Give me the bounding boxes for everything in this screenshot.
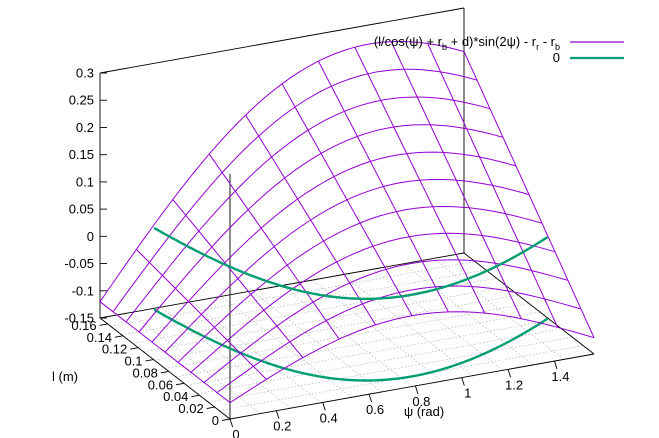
surface-mesh-line-l bbox=[172, 199, 304, 359]
base-grid-line bbox=[130, 312, 261, 414]
x-tick-mark bbox=[229, 418, 234, 428]
y-tick-label: 0.16 bbox=[71, 318, 96, 333]
y-tick-label: 0 bbox=[212, 413, 219, 428]
base-grid-line bbox=[121, 269, 486, 336]
surface-mesh-line-l bbox=[245, 114, 377, 326]
surface-mesh-line-psi bbox=[177, 205, 543, 363]
x-tick-mark bbox=[414, 385, 419, 395]
axes-layer bbox=[99, 7, 595, 420]
x-tick-label: 0.4 bbox=[320, 410, 338, 425]
z-tick-label: 0 bbox=[87, 229, 94, 244]
ticks-layer: 00.20.40.60.811.21.400.020.040.060.080.1… bbox=[64, 66, 569, 438]
y-axis-label: l (m) bbox=[52, 369, 78, 384]
contour-surface-layer bbox=[153, 226, 549, 300]
base-grid-line bbox=[312, 279, 443, 382]
x-tick-label: 1.2 bbox=[505, 377, 523, 392]
surface-mesh-line-l bbox=[427, 43, 559, 328]
base-grid-line bbox=[110, 261, 475, 327]
z-tick-label: -0.15 bbox=[64, 311, 94, 326]
y-tick-mark bbox=[191, 394, 200, 398]
x-tick-label: 0.6 bbox=[366, 402, 384, 417]
surface-mesh-line-l bbox=[317, 60, 449, 313]
y-tick-mark bbox=[206, 406, 215, 409]
contour-base-curve bbox=[153, 308, 549, 382]
z-tick-label: 0.05 bbox=[69, 202, 94, 217]
surface-mesh-line-l bbox=[208, 153, 340, 340]
base-grid-line bbox=[342, 274, 473, 376]
y-tick-label: 0.14 bbox=[87, 330, 112, 345]
surface-mesh-line-l bbox=[99, 301, 231, 404]
surface-mesh-line-l bbox=[390, 41, 522, 319]
legend-subscript: b bbox=[555, 42, 560, 52]
legend-text-part: (l/cos(ψ) + r bbox=[374, 34, 443, 49]
surface-mesh-line-l bbox=[463, 51, 595, 338]
y-tick-label: 0.1 bbox=[124, 354, 142, 369]
x-tick-mark bbox=[553, 360, 558, 370]
contour-surface-curve bbox=[153, 226, 549, 300]
axis-box-edge bbox=[99, 317, 231, 420]
axis-box-edge bbox=[229, 353, 595, 420]
base-grid-line bbox=[186, 320, 551, 386]
surface-mesh-line-psi bbox=[164, 178, 530, 353]
x-tick-label: 1.4 bbox=[551, 369, 569, 384]
y-tick-mark bbox=[130, 347, 139, 350]
surface-mesh-line-psi bbox=[190, 232, 556, 373]
y-tick-label: 0.02 bbox=[178, 401, 203, 416]
base-grid-line bbox=[154, 294, 519, 361]
y-tick-mark bbox=[114, 335, 124, 338]
base-grid-line bbox=[175, 311, 540, 378]
surface-mesh-line-l bbox=[281, 83, 413, 316]
legend-text-part: - r bbox=[539, 34, 556, 49]
x-tick-mark bbox=[275, 410, 280, 419]
x-tick-mark bbox=[368, 394, 373, 403]
z-tick-label: 0.1 bbox=[76, 174, 94, 189]
base-grid-line bbox=[219, 345, 584, 411]
base-grid-line bbox=[433, 258, 564, 360]
axis-box-edge bbox=[463, 252, 595, 355]
x-tick-label: 1 bbox=[464, 386, 471, 401]
y-tick-mark bbox=[160, 371, 169, 374]
z-tick-label: 0.15 bbox=[69, 147, 94, 162]
base-grid-line bbox=[197, 328, 562, 395]
y-tick-mark bbox=[176, 382, 185, 386]
legend: (l/cos(ψ) + rb + d)*sin(2ψ) - rr - rb 0 bbox=[374, 34, 624, 65]
x-axis-label: ψ (rad) bbox=[404, 404, 444, 419]
mesh-layer bbox=[99, 40, 595, 404]
base-grid-line bbox=[208, 336, 573, 403]
y-tick-mark bbox=[99, 323, 108, 326]
x-tick-mark bbox=[507, 369, 512, 378]
legend-entry-surface-label: (l/cos(ψ) + rb + d)*sin(2ψ) - rr - rb bbox=[374, 34, 560, 52]
x-tick-mark bbox=[322, 402, 326, 411]
legend-text-part: + d)*sin(2ψ) - r bbox=[447, 34, 537, 49]
base-grid-line bbox=[281, 285, 413, 387]
legend-entry-contour-label: 0 bbox=[553, 50, 560, 65]
contour-base-layer bbox=[153, 308, 549, 382]
z-tick-label: 0.3 bbox=[76, 66, 94, 81]
x-tick-mark bbox=[461, 377, 465, 386]
surface-mesh-line-l bbox=[136, 249, 267, 380]
z-tick-label: 0.2 bbox=[76, 120, 94, 135]
z-tick-label: -0.05 bbox=[64, 256, 94, 271]
surface-mesh-line-l bbox=[354, 46, 486, 314]
legend-subscript: b bbox=[442, 42, 447, 52]
base-grid-line bbox=[143, 286, 508, 352]
x-tick-label: 0.2 bbox=[273, 419, 291, 434]
x-tick-label: 0 bbox=[232, 427, 239, 438]
axis-box-edge bbox=[99, 7, 465, 74]
y-tick-mark bbox=[145, 359, 154, 362]
z-tick-label: -0.1 bbox=[72, 283, 94, 298]
y-tick-label: 0.06 bbox=[148, 377, 173, 392]
y-tick-label: 0.08 bbox=[133, 365, 158, 380]
y-tick-mark bbox=[221, 418, 231, 421]
z-tick-label: 0.25 bbox=[69, 93, 94, 108]
legend-subscript: r bbox=[536, 42, 539, 52]
y-tick-label: 0.04 bbox=[163, 389, 188, 404]
x-tick-label: 0.8 bbox=[412, 394, 430, 409]
y-tick-label: 0.12 bbox=[102, 342, 127, 357]
base-grid-line bbox=[164, 303, 530, 369]
